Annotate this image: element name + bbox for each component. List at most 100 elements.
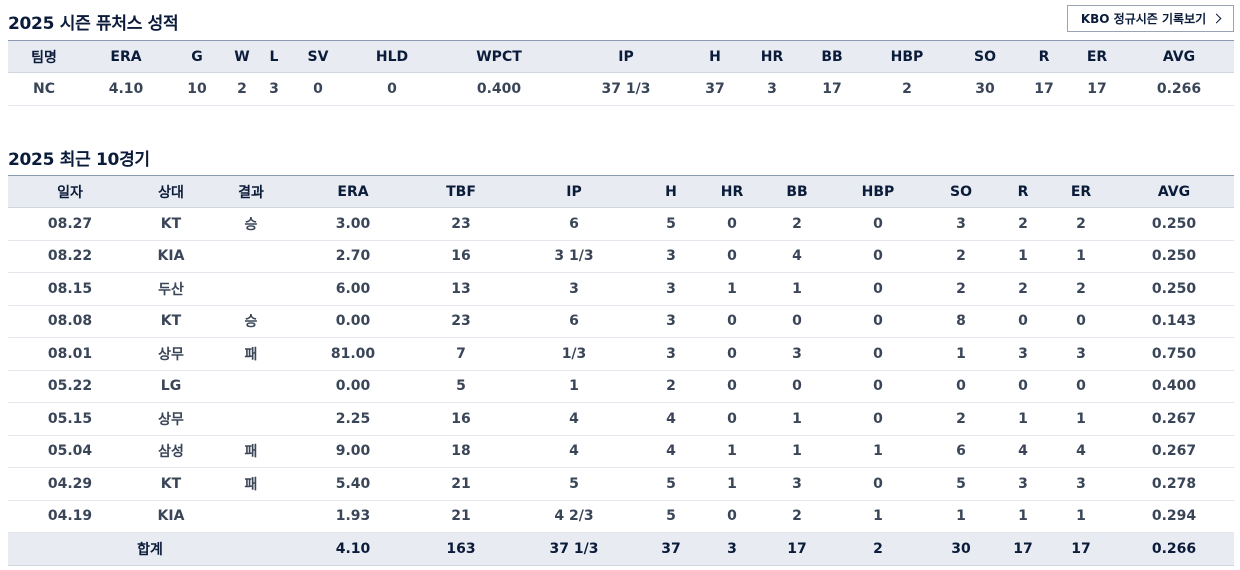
recent-games-table: 일자 상대 결과 ERA TBF IP H HR BB HBP SO R ER AVG 08.27 KT 승 3… (8, 175, 1234, 566)
season-header-cell: WPCT (434, 40, 564, 73)
recent-cell: 3.00 (292, 207, 414, 241)
recent-cell (210, 240, 292, 273)
recent-cell: 2 (1048, 207, 1114, 241)
recent-cell: 6 (924, 435, 998, 468)
table-row: 04.19 KIA 1.93 21 4 2/3 5 0 2 1 1 1 1 0.294 (8, 500, 1234, 533)
recent-cell: 0.267 (1114, 435, 1234, 468)
recent-cell: 1 (702, 435, 762, 468)
recent-cell: 0 (832, 272, 924, 306)
recent-cell: 2 (1048, 272, 1114, 306)
recent-cell: 1 (762, 272, 832, 306)
season-header-cell: HR (742, 40, 802, 73)
recent-cell: 04.19 (8, 500, 132, 533)
recent-cell: 1 (762, 402, 832, 436)
recent-header-cell: 결과 (210, 175, 292, 208)
total-cell: 2 (832, 532, 924, 566)
total-row: 합계 4.10 163 37 1/3 37 3 17 2 30 17 17 0.266 (8, 532, 1234, 566)
table-row: 08.08 KT 승 0.00 23 6 3 0 0 0 8 0 0 0.143 (8, 305, 1234, 338)
recent-cell: 2 (762, 500, 832, 533)
season-cell: 37 (688, 72, 742, 106)
recent-cell (210, 402, 292, 436)
recent-cell: 0 (702, 207, 762, 241)
recent-header-cell: TBF (414, 175, 508, 208)
recent-header-cell: BB (762, 175, 832, 208)
season-cell: 17 (1070, 72, 1124, 106)
recent-header-cell: HR (702, 175, 762, 208)
recent-cell: 패 (210, 435, 292, 468)
recent-header-cell: ERA (292, 175, 414, 208)
recent-cell: 23 (414, 207, 508, 241)
recent-cell: 0 (832, 467, 924, 501)
recent-cell: 2 (640, 370, 702, 403)
recent-header-cell: AVG (1114, 175, 1234, 208)
recent-cell: 3 (508, 272, 640, 306)
recent-cell: 0 (702, 500, 762, 533)
recent-cell: 상무 (132, 402, 210, 436)
season-cell: 4.10 (80, 72, 172, 106)
recent-cell: 8 (924, 305, 998, 338)
recent-header-row: 일자 상대 결과 ERA TBF IP H HR BB HBP SO R ER AVG (8, 175, 1234, 208)
table-row: 08.15 두산 6.00 13 3 3 1 1 0 2 2 2 0.250 (8, 272, 1234, 306)
recent-cell (210, 272, 292, 306)
recent-cell: 05.15 (8, 402, 132, 436)
recent-cell: 1 (832, 500, 924, 533)
recent-cell: 1/3 (508, 337, 640, 371)
kbo-regular-season-button[interactable]: KBO 정규시즌 기록보기 (1067, 5, 1234, 32)
recent-cell: 0 (832, 207, 924, 241)
season-header-cell: IP (564, 40, 688, 73)
table-row: 05.15 상무 2.25 16 4 4 0 1 0 2 1 1 0.267 (8, 402, 1234, 436)
recent-cell: 13 (414, 272, 508, 306)
total-cell: 30 (924, 532, 998, 566)
kbo-button-label: KBO 정규시즌 기록보기 (1080, 12, 1207, 26)
season-header-cell: 팀명 (8, 40, 80, 73)
recent-cell: 3 (998, 337, 1048, 371)
recent-cell: 3 1/3 (508, 240, 640, 273)
recent-cell: 4 (508, 402, 640, 436)
recent-cell: 3 (762, 467, 832, 501)
season-header-cell: G (172, 40, 222, 73)
season-stats-title: 2025 시즌 퓨처스 성적 (8, 14, 179, 34)
recent-cell: 5 (508, 467, 640, 501)
recent-cell: 16 (414, 402, 508, 436)
recent-cell: 1 (702, 467, 762, 501)
recent-cell: 1 (998, 402, 1048, 436)
recent-cell: KT (132, 207, 210, 241)
recent-cell: 3 (640, 240, 702, 273)
recent-cell: 0 (762, 370, 832, 403)
recent-header-cell: R (998, 175, 1048, 208)
recent-cell: 5 (640, 467, 702, 501)
recent-cell: 5 (924, 467, 998, 501)
recent-cell: 0.143 (1114, 305, 1234, 338)
recent-cell: 0 (832, 370, 924, 403)
recent-cell: 08.22 (8, 240, 132, 273)
total-label: 합계 (8, 532, 292, 566)
season-header-cell: AVG (1124, 40, 1234, 73)
recent-cell: 0 (832, 240, 924, 273)
recent-cell: 1.93 (292, 500, 414, 533)
season-header-cell: HLD (350, 40, 434, 73)
recent-cell: KT (132, 467, 210, 501)
total-cell: 17 (762, 532, 832, 566)
recent-cell: 1 (924, 500, 998, 533)
season-header-cell: L (262, 40, 286, 73)
recent-cell: 5.40 (292, 467, 414, 501)
recent-cell: 0 (1048, 305, 1114, 338)
season-cell: 2 (222, 72, 262, 106)
recent-cell: 81.00 (292, 337, 414, 371)
season-header-row: 팀명 ERA G W L SV HLD WPCT IP H HR BB HBP SO R ER AVG (8, 40, 1234, 73)
total-cell: 4.10 (292, 532, 414, 566)
season-cell: 10 (172, 72, 222, 106)
season-cell: 2 (862, 72, 952, 106)
recent-cell: 2 (924, 272, 998, 306)
recent-cell: 두산 (132, 272, 210, 306)
recent-cell: 4 (640, 402, 702, 436)
season-cell: NC (8, 72, 80, 106)
recent-cell: LG (132, 370, 210, 403)
recent-cell: 1 (998, 240, 1048, 273)
recent-cell: 2 (998, 272, 1048, 306)
recent-cell: 3 (1048, 467, 1114, 501)
recent-cell: 패 (210, 467, 292, 501)
season-header-cell: ERA (80, 40, 172, 73)
recent-cell: 4 (508, 435, 640, 468)
recent-cell: 3 (640, 337, 702, 371)
